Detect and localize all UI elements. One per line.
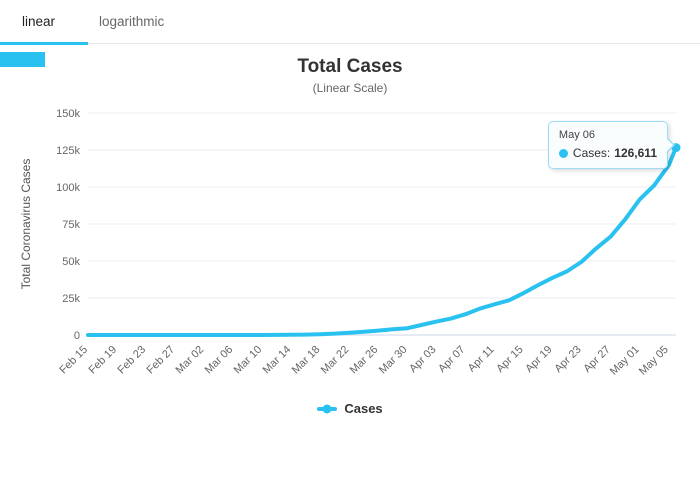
x-tick-label: Feb 19 [86, 344, 119, 377]
y-tick-label: 75k [62, 219, 80, 231]
y-tick-label: 0 [74, 330, 80, 342]
active-tab-underline [0, 42, 88, 45]
tooltip-series-label: Cases: [572, 146, 611, 160]
chart-title: Total Cases [297, 56, 403, 77]
y-tick-label: 25k [62, 293, 80, 305]
x-tick-label: Mar 10 [232, 344, 265, 377]
x-tick-label: Apr 15 [494, 344, 525, 375]
x-tick-label: Feb 23 [115, 344, 148, 377]
y-tick-label: 50k [62, 256, 80, 268]
tab-logarithmic[interactable]: logarithmic [99, 13, 165, 29]
y-tick-label: 100k [56, 182, 80, 194]
x-tick-label: Mar 22 [319, 344, 352, 377]
x-tick-label: May 05 [637, 344, 671, 378]
chart-subtitle: (Linear Scale) [312, 81, 388, 95]
x-tick-label: Mar 14 [261, 344, 294, 377]
tooltip-date: May 06 [558, 129, 595, 141]
cases-series-dot-icon [558, 148, 568, 158]
x-tick-label: Apr 07 [436, 344, 467, 375]
y-axis-title: Total Coronavirus Cases [19, 158, 33, 290]
x-tick-label: Feb 15 [57, 344, 90, 377]
x-tick-label: Mar 06 [203, 344, 236, 377]
y-tick-label: 125k [56, 145, 80, 157]
x-tick-label: Mar 30 [377, 344, 410, 377]
x-tick-label: Apr 19 [523, 344, 554, 375]
x-tick-label: Apr 11 [466, 344, 497, 375]
tooltip: May 06 Cases: 126,611 [547, 121, 676, 169]
accent-block [0, 52, 45, 67]
x-tick-label: Mar 02 [174, 344, 207, 377]
legend: Cases [0, 401, 700, 416]
legend-label: Cases [344, 401, 383, 416]
x-tick-label: May 01 [608, 344, 642, 378]
x-tick-label: Apr 23 [552, 344, 583, 375]
cases-legend-marker-icon [317, 404, 338, 413]
x-tick-label: Feb 27 [145, 344, 178, 377]
tooltip-value: 126,611 [614, 146, 657, 160]
chart-area: Total Cases (Linear Scale) 0 25k 50k 75k 100… [0, 56, 700, 416]
plot-wrap: 0 25k 50k 75k 100k 125k 150k Feb 15 Feb 19 Feb 23… [0, 97, 700, 397]
tooltip-row: Cases: 126,611 [558, 146, 657, 160]
legend-item-cases[interactable]: Cases [317, 401, 383, 416]
y-tick-label: 150k [56, 108, 80, 120]
cases-legend-dot-icon [322, 404, 332, 413]
cases-line [86, 145, 678, 337]
x-tick-label: Mar 26 [348, 344, 381, 377]
x-tick-label: Mar 18 [290, 344, 323, 377]
x-tick-label: Apr 03 [407, 344, 438, 375]
tabs-bar: linear logarithmic [0, 0, 700, 45]
tab-linear[interactable]: linear [22, 13, 56, 29]
